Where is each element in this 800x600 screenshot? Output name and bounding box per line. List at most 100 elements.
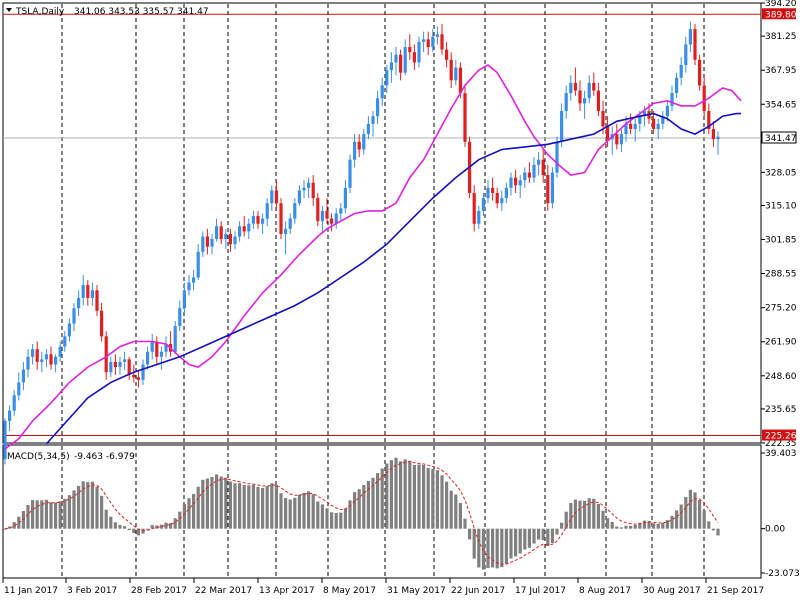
macd-bar (44, 499, 48, 529)
macd-bar (169, 523, 173, 529)
candle-body (385, 70, 389, 86)
price-tick-label: 261.90 (765, 338, 797, 348)
macd-bar (182, 504, 186, 529)
candle-body (389, 62, 393, 71)
macd-bar (472, 528, 476, 559)
macd-bar (412, 464, 416, 529)
macd-bar (348, 500, 352, 529)
candle-body (205, 236, 209, 247)
candle-body (477, 210, 481, 224)
candle-body (688, 29, 692, 45)
macd-bar (256, 486, 260, 529)
macd-bar (49, 502, 53, 529)
candle-body (228, 233, 232, 245)
candle-body (633, 123, 637, 129)
candle-body (316, 198, 320, 222)
macd-bar (192, 494, 196, 529)
candle-body (150, 341, 154, 352)
price-tick-label: 354.65 (765, 100, 797, 110)
macd-bar (431, 469, 435, 529)
macd-bar (500, 528, 504, 568)
candle-body (196, 251, 200, 278)
candle-body (670, 93, 674, 106)
macd-bar (698, 499, 702, 529)
candle-body (67, 323, 71, 337)
macd-bar (95, 486, 99, 529)
price-axis: 394.20 381.25 367.95 354.65 341.47 328.05 315.… (761, 0, 797, 449)
level-badge (762, 8, 796, 20)
macd-bar (353, 492, 357, 529)
macd-bar (592, 498, 596, 529)
macd-bar (573, 499, 577, 529)
macd-bar (210, 477, 214, 529)
candle-body (702, 85, 706, 112)
macd-bar (629, 525, 633, 529)
candle-body (693, 29, 697, 60)
macd-label: MACD(5,34,5) (7, 452, 70, 462)
macd-bar (261, 488, 265, 529)
candle-body (113, 361, 117, 368)
macd-bar (274, 484, 278, 529)
macd-tick-label: -23.073 (765, 569, 800, 579)
candle-body (527, 172, 531, 178)
candle-body (504, 187, 508, 199)
candle-body (546, 175, 550, 204)
macd-bar (31, 500, 35, 529)
current-price-label: 341.47 (765, 134, 797, 144)
candle-body (17, 382, 21, 396)
candle-body (458, 67, 462, 94)
candle-body (343, 187, 347, 209)
macd-bar (389, 460, 393, 529)
candle-body (532, 164, 536, 178)
macd-histogram (3, 457, 720, 570)
macd-bar (118, 524, 122, 529)
main-panel (2, 2, 762, 444)
candle-body (707, 111, 711, 129)
macd-bar (619, 527, 623, 529)
candle-body (210, 239, 214, 247)
macd-bar (417, 464, 421, 529)
macd-bar (265, 486, 269, 529)
candle-body (642, 111, 646, 117)
candle-body (509, 177, 513, 188)
candle-body (26, 356, 30, 370)
macd-bar (109, 516, 113, 529)
candle-body (399, 54, 403, 73)
candle-body (12, 395, 16, 411)
candle-body (495, 192, 499, 204)
candle-body (412, 52, 416, 63)
candle-body (624, 123, 628, 135)
candle-body (330, 218, 334, 224)
candle-body (656, 123, 660, 129)
price-tick-label: 288.55 (765, 270, 797, 280)
candle-body (297, 190, 301, 204)
candle-body (127, 359, 131, 375)
macd-bar (495, 528, 499, 569)
candle-body (311, 182, 315, 199)
macd-bar (555, 528, 559, 535)
candle-body (242, 226, 246, 232)
macd-bar (238, 483, 242, 529)
candle-body (8, 410, 12, 421)
candle-body (353, 141, 357, 160)
macd-bar (527, 528, 531, 548)
macd-bar (642, 520, 646, 529)
candle-body (54, 356, 58, 365)
candle-body (146, 351, 150, 365)
macd-bar (385, 463, 389, 529)
candle-body (431, 36, 435, 48)
candle-body (256, 216, 260, 224)
price-tick-label: 235.65 (765, 405, 797, 415)
candle-body (86, 285, 90, 298)
macd-bar (624, 525, 628, 529)
candle-body (592, 82, 596, 91)
candle-body (606, 126, 610, 140)
collapse-triangle-icon[interactable] (6, 8, 12, 12)
candle-body (136, 377, 140, 380)
macd-bar (408, 460, 412, 529)
macd-bar (357, 489, 361, 529)
macd-bar (343, 508, 347, 529)
candle-body (578, 90, 582, 104)
macd-bar (215, 474, 219, 529)
